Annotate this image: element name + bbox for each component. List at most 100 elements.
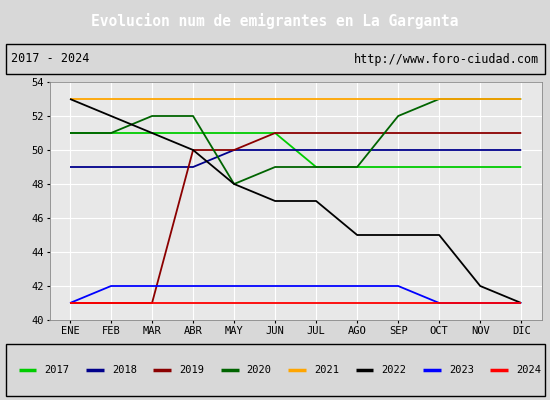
- Text: Evolucion num de emigrantes en La Garganta: Evolucion num de emigrantes en La Gargan…: [91, 13, 459, 29]
- 2018: [354, 148, 360, 152]
- 2019: [190, 148, 196, 152]
- 2020: [477, 96, 483, 101]
- 2021: [518, 96, 525, 101]
- 2020: [354, 164, 360, 169]
- 2018: [190, 164, 196, 169]
- 2024: [518, 300, 525, 305]
- 2022: [108, 114, 114, 118]
- 2020: [108, 130, 114, 135]
- 2021: [148, 96, 155, 101]
- 2022: [354, 232, 360, 237]
- 2023: [395, 284, 402, 288]
- 2024: [354, 300, 360, 305]
- Text: 2024: 2024: [516, 365, 541, 375]
- 2024: [313, 300, 320, 305]
- 2023: [436, 300, 443, 305]
- Text: 2017: 2017: [45, 365, 70, 375]
- 2017: [67, 130, 73, 135]
- 2019: [477, 130, 483, 135]
- 2023: [477, 300, 483, 305]
- 2020: [67, 130, 73, 135]
- 2019: [67, 300, 73, 305]
- 2023: [148, 284, 155, 288]
- 2021: [231, 96, 238, 101]
- 2017: [395, 164, 402, 169]
- 2023: [354, 284, 360, 288]
- 2020: [190, 114, 196, 118]
- 2024: [190, 300, 196, 305]
- 2021: [190, 96, 196, 101]
- 2022: [67, 96, 73, 101]
- 2017: [518, 164, 525, 169]
- 2018: [395, 148, 402, 152]
- 2024: [436, 300, 443, 305]
- 2021: [272, 96, 278, 101]
- 2021: [67, 96, 73, 101]
- Text: 2018: 2018: [112, 365, 137, 375]
- 2024: [272, 300, 278, 305]
- Line: 2020: 2020: [70, 99, 521, 184]
- 2020: [148, 114, 155, 118]
- Text: 2019: 2019: [179, 365, 205, 375]
- 2018: [518, 148, 525, 152]
- 2018: [231, 148, 238, 152]
- 2022: [313, 198, 320, 203]
- 2017: [477, 164, 483, 169]
- 2021: [436, 96, 443, 101]
- 2024: [148, 300, 155, 305]
- 2020: [395, 114, 402, 118]
- 2017: [313, 164, 320, 169]
- 2018: [67, 164, 73, 169]
- 2018: [436, 148, 443, 152]
- 2019: [148, 300, 155, 305]
- Line: 2023: 2023: [70, 286, 521, 303]
- 2019: [395, 130, 402, 135]
- Text: 2023: 2023: [449, 365, 474, 375]
- 2023: [272, 284, 278, 288]
- 2020: [313, 164, 320, 169]
- 2018: [477, 148, 483, 152]
- 2024: [108, 300, 114, 305]
- 2017: [231, 130, 238, 135]
- 2021: [108, 96, 114, 101]
- Text: http://www.foro-ciudad.com: http://www.foro-ciudad.com: [354, 52, 539, 66]
- 2020: [231, 182, 238, 186]
- 2021: [477, 96, 483, 101]
- 2019: [272, 130, 278, 135]
- 2021: [395, 96, 402, 101]
- 2019: [313, 130, 320, 135]
- Text: 2020: 2020: [247, 365, 272, 375]
- 2022: [395, 232, 402, 237]
- 2024: [477, 300, 483, 305]
- Line: 2017: 2017: [70, 133, 521, 167]
- Text: 2021: 2021: [314, 365, 339, 375]
- 2023: [231, 284, 238, 288]
- 2024: [231, 300, 238, 305]
- Text: 2017 - 2024: 2017 - 2024: [11, 52, 89, 66]
- 2017: [354, 164, 360, 169]
- 2023: [108, 284, 114, 288]
- 2019: [518, 130, 525, 135]
- 2022: [477, 284, 483, 288]
- 2021: [313, 96, 320, 101]
- 2024: [395, 300, 402, 305]
- 2020: [436, 96, 443, 101]
- 2019: [231, 148, 238, 152]
- 2024: [67, 300, 73, 305]
- 2022: [231, 182, 238, 186]
- 2019: [108, 300, 114, 305]
- Line: 2019: 2019: [70, 133, 521, 303]
- 2022: [436, 232, 443, 237]
- 2019: [354, 130, 360, 135]
- 2018: [108, 164, 114, 169]
- Line: 2022: 2022: [70, 99, 521, 303]
- 2017: [108, 130, 114, 135]
- 2023: [518, 300, 525, 305]
- 2022: [272, 198, 278, 203]
- 2017: [190, 130, 196, 135]
- 2020: [518, 96, 525, 101]
- 2022: [518, 300, 525, 305]
- 2022: [190, 148, 196, 152]
- 2018: [313, 148, 320, 152]
- 2017: [148, 130, 155, 135]
